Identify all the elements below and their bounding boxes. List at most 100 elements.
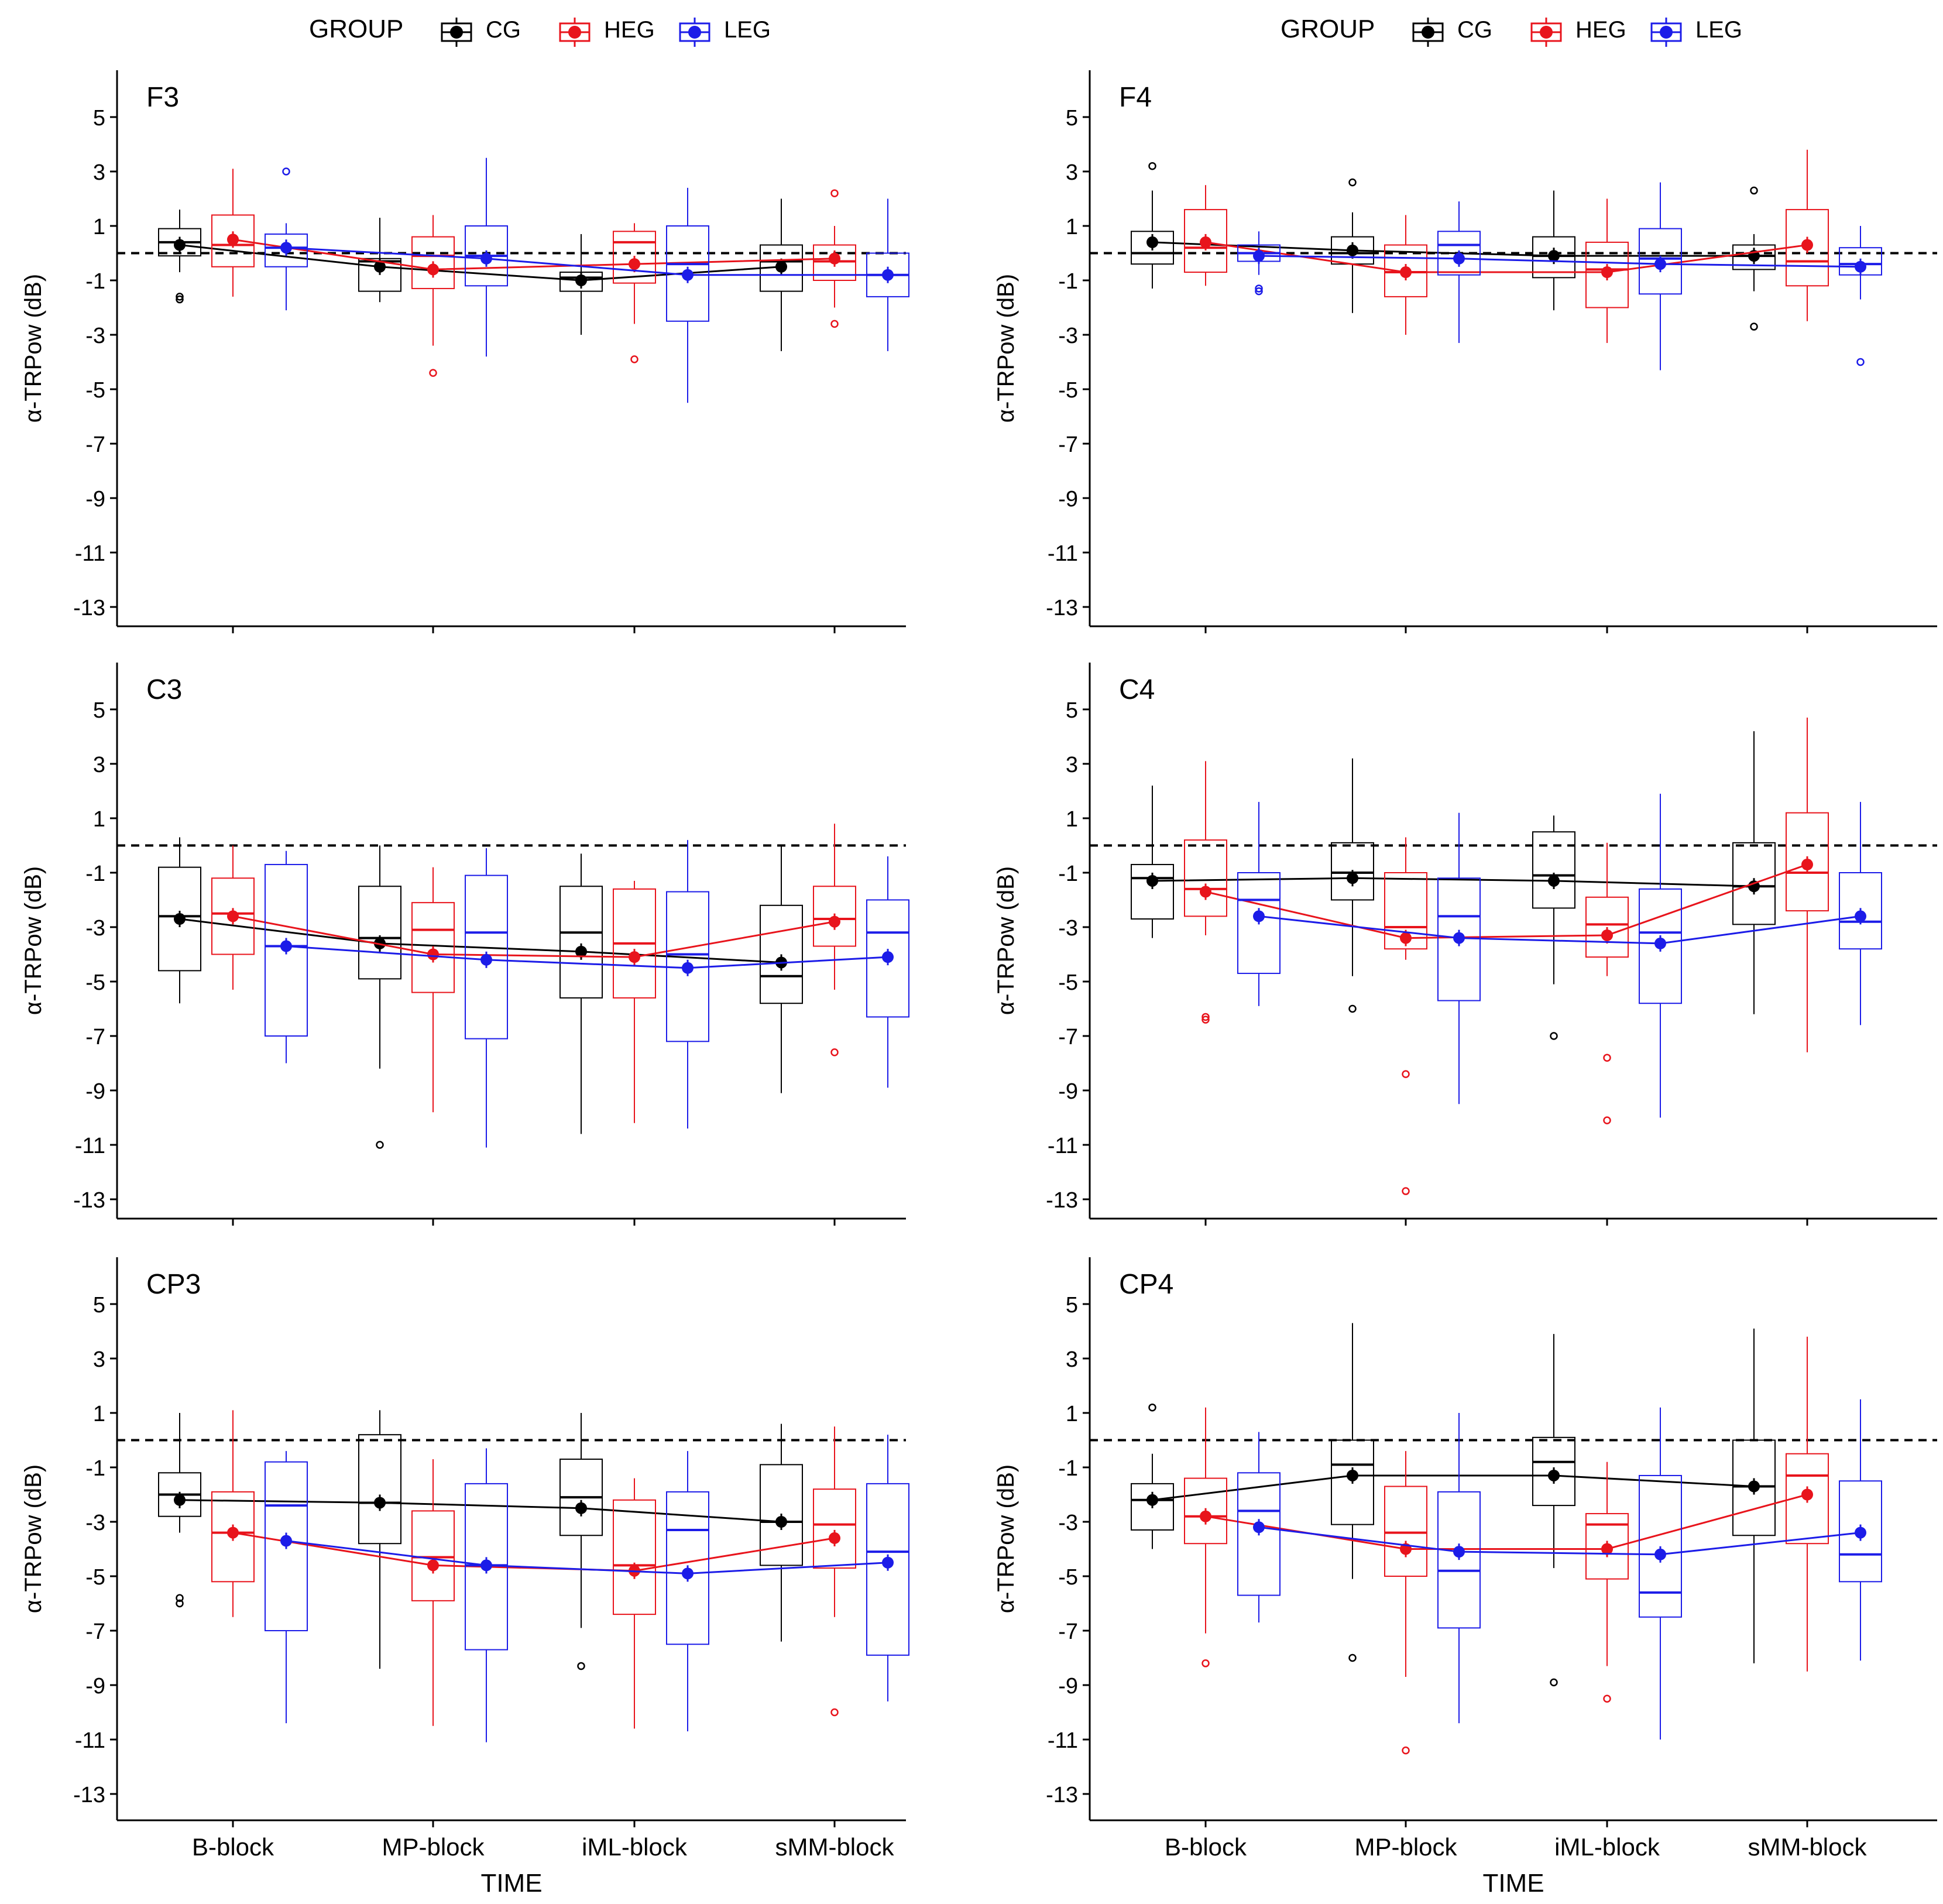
y-tick-label: 5 xyxy=(93,698,105,723)
box xyxy=(465,874,508,1040)
box xyxy=(1131,864,1174,920)
mean-point xyxy=(882,1556,894,1569)
y-tick-label: -1 xyxy=(85,1456,105,1481)
box xyxy=(1786,812,1829,912)
series-leg xyxy=(265,1435,909,1742)
y-tick-label: -3 xyxy=(85,1511,105,1535)
outlier-point xyxy=(1255,284,1263,293)
mean-point xyxy=(227,234,239,246)
legend-label-leg: LEG xyxy=(724,17,771,43)
panel-title: F4 xyxy=(1119,82,1152,113)
mean-point xyxy=(829,1532,840,1544)
mean-point xyxy=(427,1559,439,1572)
mean-point xyxy=(1601,929,1613,941)
panel-f3: 5 3 1 -1 -3 -5 -7 -9 -11 -13 α-TRPow (dB) F3 xyxy=(20,70,909,633)
mean-point xyxy=(775,1516,787,1528)
outlier-point xyxy=(1348,1653,1357,1662)
y-tick-label: -7 xyxy=(1058,433,1078,457)
box xyxy=(813,244,856,281)
mean-line xyxy=(179,918,782,963)
box xyxy=(1237,1472,1281,1596)
legend-title: GROUP xyxy=(1281,15,1375,43)
outlier-point xyxy=(830,320,839,328)
mean-point xyxy=(1548,874,1560,887)
box xyxy=(613,1499,656,1615)
mean-point xyxy=(1200,886,1211,898)
panel-title: C4 xyxy=(1119,674,1155,705)
outlier-point xyxy=(830,1708,839,1717)
y-axis-title: α-TRPow (dB) xyxy=(20,866,46,1015)
y-tick-label: -1 xyxy=(1058,269,1078,294)
outlier-point xyxy=(1550,1678,1558,1687)
mean-point xyxy=(629,951,640,963)
y-tick-label: -5 xyxy=(1058,1565,1078,1590)
panel-title: CP3 xyxy=(146,1269,201,1300)
mean-point xyxy=(575,275,587,286)
legend: GROUP CG HEG LEG xyxy=(309,15,771,47)
mean-point xyxy=(1855,1526,1866,1539)
y-tick-label: -7 xyxy=(1058,1620,1078,1644)
legend-label-cg: CG xyxy=(486,17,521,43)
box xyxy=(613,231,656,284)
y-tick-label: 3 xyxy=(93,753,105,777)
legend-key-point xyxy=(1540,26,1553,39)
outlier-point xyxy=(429,369,437,377)
outlier-point xyxy=(1550,1032,1558,1040)
mean-line xyxy=(1258,915,1861,945)
y-axis-title: α-TRPow (dB) xyxy=(20,274,46,423)
series-heg xyxy=(1184,149,1829,343)
x-tick-label: MP-block xyxy=(1354,1833,1457,1861)
series-cg xyxy=(1131,1323,1776,1687)
outlier-point xyxy=(1148,162,1156,170)
y-tick-label: -9 xyxy=(1058,487,1078,512)
y-tick-label: 3 xyxy=(1066,160,1078,185)
box xyxy=(265,1461,308,1631)
mean-point xyxy=(1801,1488,1813,1501)
outlier-point xyxy=(1348,178,1357,187)
series-leg xyxy=(1237,182,1882,370)
mean-line xyxy=(286,945,888,969)
mean-point xyxy=(1855,910,1866,922)
y-tick-label: -5 xyxy=(1058,378,1078,403)
mean-line xyxy=(179,1499,782,1523)
box xyxy=(1331,1439,1374,1525)
mean-point xyxy=(1347,244,1358,256)
x-tick-label: sMM-block xyxy=(1748,1833,1867,1861)
y-tick-label: -1 xyxy=(85,269,105,294)
y-tick-label: 1 xyxy=(93,215,105,239)
box xyxy=(1732,1439,1776,1536)
mean-point xyxy=(1400,266,1412,279)
box xyxy=(559,886,603,999)
box xyxy=(1532,831,1575,909)
mean-point xyxy=(1146,1494,1158,1506)
y-axis-title: α-TRPow (dB) xyxy=(993,866,1019,1015)
x-axis-title: TIME xyxy=(1482,1869,1544,1898)
box xyxy=(411,236,455,289)
box xyxy=(1839,872,1882,950)
mean-line xyxy=(286,246,888,276)
outlier-point xyxy=(1201,1013,1210,1021)
mean-point xyxy=(227,910,239,922)
mean-point xyxy=(480,1559,492,1572)
y-tick-label: -13 xyxy=(1046,596,1078,620)
series-cg xyxy=(1131,162,1776,331)
x-axis-title: TIME xyxy=(480,1869,542,1898)
box xyxy=(1184,839,1227,917)
outlier-point xyxy=(1750,323,1758,331)
mean-point xyxy=(575,1502,587,1514)
mean-line xyxy=(1152,877,1755,887)
x-tick-label: B-block xyxy=(1165,1833,1247,1861)
mean-point xyxy=(1347,872,1358,884)
y-tick-label: 1 xyxy=(93,1402,105,1426)
mean-point xyxy=(882,269,894,281)
y-tick-label: -11 xyxy=(75,1134,105,1158)
box xyxy=(1532,1436,1575,1507)
outlier-point xyxy=(577,1662,585,1670)
box xyxy=(1639,228,1682,295)
mean-point xyxy=(1801,239,1813,251)
mean-point xyxy=(374,1497,386,1509)
y-tick-label: -1 xyxy=(1058,862,1078,886)
mean-point xyxy=(1453,252,1465,265)
mean-point xyxy=(174,913,186,925)
